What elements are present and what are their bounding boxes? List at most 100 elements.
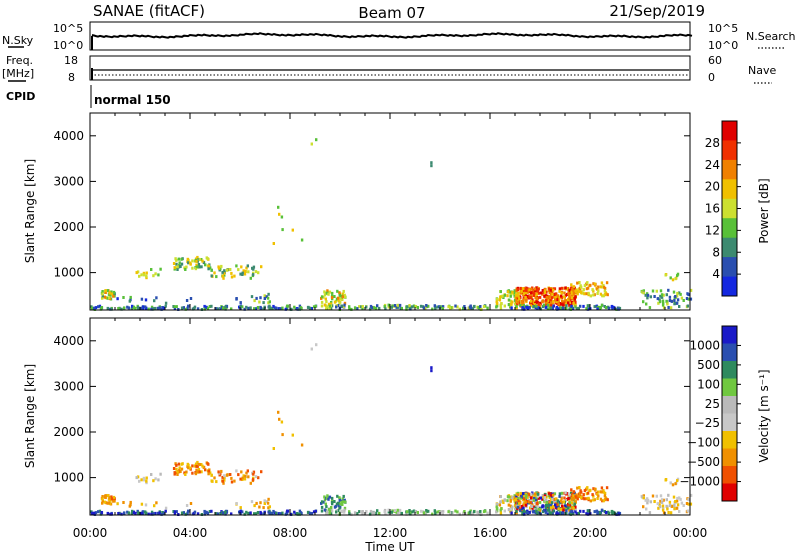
power-cell bbox=[263, 297, 266, 300]
velocity-cell bbox=[536, 511, 539, 515]
power-cell bbox=[360, 305, 363, 309]
velocity-cell bbox=[289, 512, 293, 516]
power-cell bbox=[280, 215, 284, 219]
power-cell bbox=[550, 303, 553, 307]
power-colorbar: 4 8 12 16 20 24 28 bbox=[705, 120, 741, 297]
velocity-cell bbox=[280, 420, 284, 424]
velocity-colorbar-swatch bbox=[722, 466, 737, 484]
power-cell bbox=[675, 301, 679, 305]
power-cell bbox=[268, 306, 272, 310]
power-cell bbox=[644, 293, 647, 297]
power-cell bbox=[665, 299, 668, 303]
power-colorbar-swatch bbox=[722, 276, 737, 297]
velocity-cell bbox=[570, 496, 574, 500]
power-cell bbox=[546, 299, 549, 303]
velocity-cell bbox=[572, 494, 575, 498]
velocity-cell bbox=[239, 512, 242, 516]
power-cell bbox=[219, 307, 222, 310]
power-cell bbox=[333, 300, 337, 304]
power-cell bbox=[330, 296, 334, 299]
power-cell bbox=[338, 293, 341, 297]
beam-title: Beam 07 bbox=[358, 4, 425, 22]
velocity-cell bbox=[223, 476, 226, 480]
velocity-cell bbox=[281, 433, 284, 437]
power-cell bbox=[471, 307, 474, 311]
velocity-cell bbox=[572, 504, 575, 508]
power-cell bbox=[496, 302, 499, 306]
power-colorbar-swatch bbox=[722, 121, 737, 141]
velocity-cell bbox=[606, 498, 609, 502]
power-cell bbox=[140, 273, 143, 277]
noise-left-label: N.Sky bbox=[2, 34, 34, 47]
velocity-cell bbox=[522, 497, 526, 501]
x-tick-label: 00:00 bbox=[673, 526, 708, 540]
noise-right-tick-bottom: 10^0 bbox=[708, 39, 738, 52]
velocity-cell bbox=[109, 498, 112, 502]
velocity-cell bbox=[617, 512, 620, 516]
velocity-cell bbox=[565, 511, 568, 515]
velocity-cell bbox=[468, 510, 472, 514]
velocity-cell bbox=[589, 488, 592, 492]
velocity-cell bbox=[215, 480, 218, 484]
power-cell bbox=[565, 304, 568, 308]
velocity-cell bbox=[678, 510, 681, 513]
velocity-cell bbox=[387, 510, 390, 514]
power-cell bbox=[653, 295, 656, 298]
velocity-cell bbox=[164, 506, 168, 510]
velocity-cell bbox=[198, 470, 201, 474]
power-cell bbox=[521, 306, 524, 310]
power-cell bbox=[182, 306, 185, 310]
velocity-cell bbox=[144, 510, 147, 514]
velocity-cell bbox=[564, 498, 568, 502]
power-cell bbox=[545, 298, 548, 302]
power-cell bbox=[661, 303, 665, 307]
power-cell bbox=[327, 302, 331, 306]
power-cell bbox=[577, 290, 580, 293]
velocity-cell bbox=[508, 495, 511, 499]
velocity-cell bbox=[98, 509, 102, 513]
velocity-cell bbox=[221, 479, 224, 483]
velocity-cell bbox=[397, 510, 400, 514]
power-cell bbox=[554, 295, 557, 298]
power-cell bbox=[109, 293, 112, 297]
power-cell bbox=[510, 306, 513, 310]
velocity-y-tick-label: 4000 bbox=[53, 334, 84, 348]
velocity-cell bbox=[568, 501, 571, 505]
velocity-cell bbox=[361, 511, 364, 515]
velocity-cell bbox=[583, 497, 586, 501]
power-cell bbox=[555, 307, 558, 311]
power-cell bbox=[536, 287, 540, 291]
velocity-cell bbox=[196, 460, 199, 464]
velocity-cell bbox=[268, 511, 272, 515]
power-cell bbox=[672, 290, 676, 294]
power-cell bbox=[150, 305, 154, 309]
power-cell bbox=[549, 288, 552, 292]
velocity-cell bbox=[554, 497, 557, 501]
velocity-cell bbox=[524, 503, 528, 507]
power-cell bbox=[94, 306, 98, 310]
power-cell bbox=[203, 304, 206, 308]
power-cell bbox=[101, 296, 104, 300]
velocity-cell bbox=[665, 504, 668, 508]
velocity-cell bbox=[557, 512, 560, 516]
power-cell bbox=[532, 293, 535, 297]
power-cell bbox=[328, 304, 332, 308]
velocity-cell bbox=[409, 512, 412, 516]
power-cell bbox=[103, 295, 106, 299]
power-cell bbox=[253, 299, 256, 303]
velocity-cell bbox=[338, 498, 341, 502]
velocity-cell bbox=[310, 347, 313, 351]
power-cell bbox=[298, 304, 302, 308]
freq-left-label-1: Freq. bbox=[6, 54, 33, 67]
power-cell bbox=[585, 307, 588, 311]
velocity-cell bbox=[541, 497, 544, 501]
velocity-cell bbox=[217, 470, 220, 474]
velocity-colorbar-swatch bbox=[722, 361, 737, 379]
velocity-cell bbox=[510, 511, 513, 515]
power-cell bbox=[542, 303, 546, 307]
power-colorbar-swatch bbox=[722, 159, 737, 180]
power-cell bbox=[206, 306, 210, 310]
velocity-cell bbox=[573, 502, 576, 506]
velocity-cell bbox=[94, 511, 98, 515]
power-cell bbox=[159, 267, 162, 271]
